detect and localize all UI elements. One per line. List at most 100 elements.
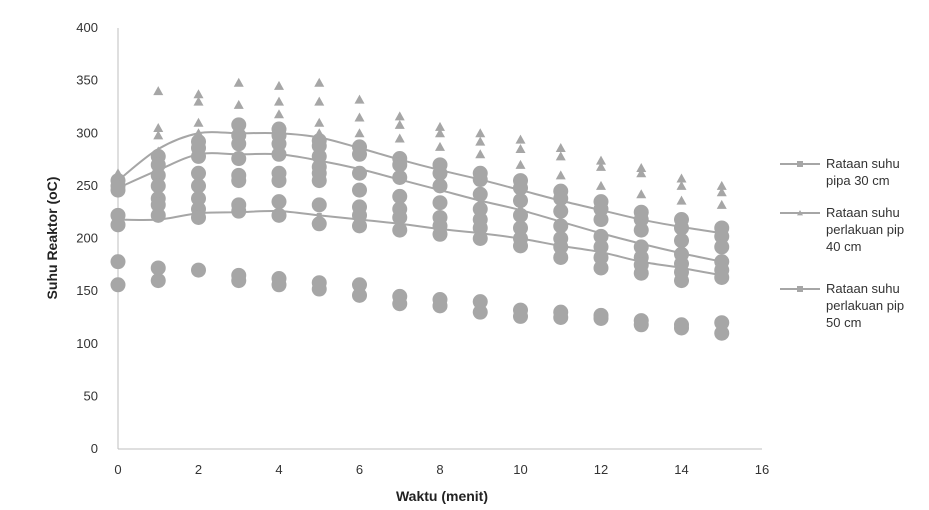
scatter-point-triangle bbox=[314, 96, 325, 106]
scatter-point-circle bbox=[593, 310, 609, 326]
scatter-point-circle bbox=[633, 317, 649, 333]
scatter-point-triangle bbox=[676, 195, 687, 205]
y-tick-label: 400 bbox=[76, 20, 98, 35]
scatter-point-circle bbox=[633, 265, 649, 281]
scatter-point-circle bbox=[352, 287, 367, 303]
scatter-point-triangle bbox=[716, 199, 727, 209]
x-tick-label: 0 bbox=[114, 462, 121, 477]
scatter-point-circle bbox=[352, 146, 367, 162]
scatter-point-circle bbox=[553, 203, 569, 219]
scatter-point-circle bbox=[231, 117, 247, 133]
scatter-point-triangle bbox=[314, 77, 325, 87]
series-point-2 bbox=[155, 146, 161, 152]
scatter-point-circle bbox=[714, 239, 730, 255]
series-point-1 bbox=[316, 212, 322, 218]
series-point-2 bbox=[357, 145, 362, 150]
scatter-point-circle bbox=[231, 273, 247, 289]
scatter-point-circle bbox=[110, 277, 126, 293]
scatter-point-triangle bbox=[716, 180, 727, 190]
scatter-point-triangle bbox=[233, 99, 244, 109]
scatter-point-circle bbox=[271, 136, 287, 152]
series-point-2 bbox=[719, 230, 725, 236]
scatter-point-circle bbox=[311, 173, 327, 189]
scatter-point-circle bbox=[472, 220, 488, 236]
scatter-point-circle bbox=[513, 308, 528, 324]
scatter-point-circle bbox=[472, 186, 488, 202]
scatter-point-circle bbox=[311, 281, 327, 297]
x-tick-label: 4 bbox=[275, 462, 282, 477]
series-point-3 bbox=[236, 151, 242, 157]
series-point-3 bbox=[477, 198, 483, 204]
scatter-point-circle bbox=[271, 194, 287, 210]
scatter-point-circle bbox=[271, 173, 287, 189]
series-point-2 bbox=[477, 177, 483, 182]
y-tick-label: 100 bbox=[76, 336, 98, 351]
scatter-point-circle bbox=[472, 231, 488, 246]
scatter-point-circle bbox=[150, 178, 166, 194]
scatter-point-triangle bbox=[596, 180, 606, 190]
scatter-point-circle bbox=[231, 173, 247, 189]
legend-label: perlakuan pip bbox=[826, 222, 904, 237]
series-point-1 bbox=[115, 217, 121, 223]
series-point-1 bbox=[679, 265, 684, 271]
series-point-3 bbox=[357, 166, 362, 172]
scatter-point-triangle bbox=[354, 128, 365, 138]
scatter-point-circle bbox=[674, 273, 689, 289]
scatter-point-circle bbox=[392, 188, 408, 204]
scatter-point-circle bbox=[311, 197, 327, 213]
x-tick-label: 6 bbox=[356, 462, 363, 477]
series-point-2 bbox=[316, 134, 322, 140]
legend-label: 40 cm bbox=[826, 239, 861, 254]
series-point-3 bbox=[558, 219, 564, 225]
series-point-1 bbox=[719, 272, 725, 278]
scatter-point-triangle bbox=[394, 119, 405, 129]
legend-marker bbox=[797, 161, 803, 167]
scatter-point-circle bbox=[674, 320, 689, 336]
scatter-point-circle bbox=[593, 212, 609, 228]
y-axis-title: Suhu Reaktor (oC) bbox=[44, 177, 60, 300]
scatter-point-triangle bbox=[354, 94, 365, 104]
scatter-point-circle bbox=[513, 238, 528, 254]
scatter-point-circle bbox=[432, 298, 448, 314]
scatter-point-triangle bbox=[555, 142, 566, 152]
scatter-point-circle bbox=[150, 197, 166, 213]
scatter-point-circle bbox=[392, 209, 408, 225]
scatter-point-triangle bbox=[394, 111, 405, 121]
scatter-point-triangle bbox=[515, 144, 526, 154]
scatter-point-circle bbox=[191, 262, 206, 278]
scatter-point-triangle bbox=[596, 155, 606, 165]
series-point-1 bbox=[397, 221, 403, 227]
legend-label: pipa 30 cm bbox=[826, 173, 890, 188]
scatter-point-triangle bbox=[555, 170, 566, 180]
scatter-point-triangle bbox=[636, 168, 647, 178]
scatter-point-circle bbox=[191, 191, 206, 207]
scatter-point-circle bbox=[392, 222, 408, 238]
scatter-point-circle bbox=[593, 260, 609, 276]
scatter-point-circle bbox=[150, 273, 166, 289]
scatter-point-triangle bbox=[314, 117, 325, 127]
series-point-2 bbox=[558, 198, 564, 203]
series-point-3 bbox=[115, 185, 121, 191]
series-point-1 bbox=[518, 236, 523, 241]
scatter-point-triangle bbox=[193, 117, 204, 127]
series-lines bbox=[115, 130, 725, 278]
scatter-point-triangle bbox=[153, 122, 164, 132]
legend-label: perlakuan pip bbox=[826, 298, 904, 313]
series-point-3 bbox=[196, 151, 201, 157]
scatter-point-triangle bbox=[515, 159, 526, 169]
legend: Rataan suhu pipa 30 cm Rataan suhu perlakua… bbox=[780, 156, 904, 330]
series-point-1 bbox=[196, 210, 201, 216]
scatter-point-triangle bbox=[475, 149, 486, 159]
series-point-1 bbox=[598, 249, 604, 255]
scatter-point-circle bbox=[392, 296, 408, 312]
legend-entry-2: Rataan suhu perlakuan pip 40 cm bbox=[780, 205, 904, 254]
scatter-point-triangle bbox=[435, 128, 445, 138]
scatter-point-triangle bbox=[475, 128, 486, 138]
scatter-point-triangle bbox=[515, 134, 526, 144]
scatter-point-circle bbox=[472, 294, 488, 310]
series-point-2 bbox=[196, 130, 201, 136]
scatter-point-circle bbox=[432, 195, 448, 211]
y-tick-label: 250 bbox=[76, 178, 98, 193]
scatter-point-circle bbox=[513, 220, 528, 236]
